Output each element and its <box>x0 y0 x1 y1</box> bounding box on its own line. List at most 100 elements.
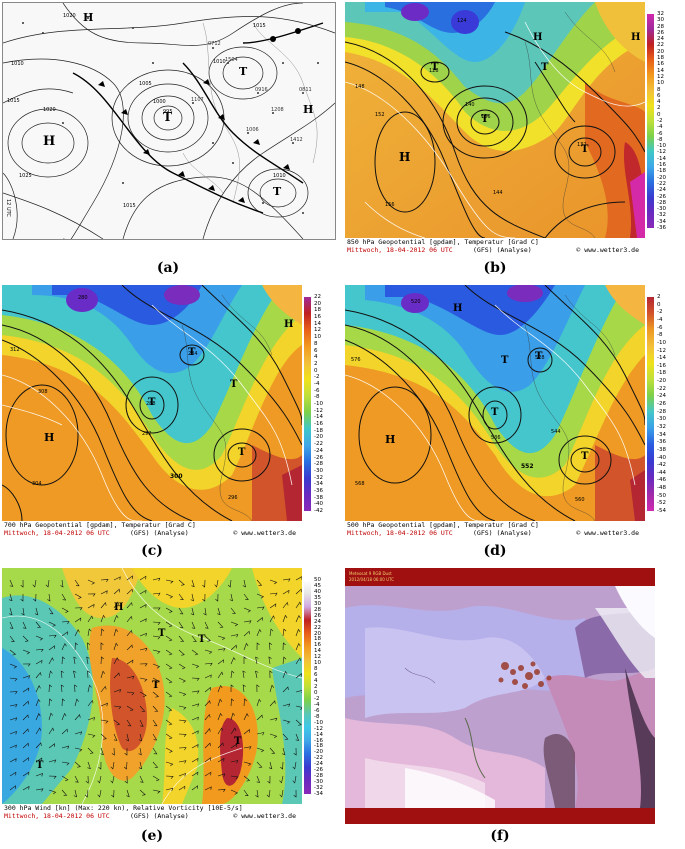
scale-tick-label: -24 <box>314 761 323 768</box>
wind-barb <box>152 719 158 727</box>
scale-tick-label: 12 <box>657 73 664 80</box>
scale-tick-label: 32 <box>657 11 664 17</box>
wind-barb <box>243 761 252 767</box>
station-label: 0916 <box>255 87 268 93</box>
color-bar <box>647 14 654 228</box>
wind-barb <box>100 590 108 595</box>
wind-barb <box>204 700 211 707</box>
wind-barb <box>35 712 41 721</box>
wind-barb <box>74 698 79 707</box>
scale-tick-label: -28 <box>314 461 323 468</box>
wind-barb <box>113 614 119 623</box>
scale-tick-label: 10 <box>314 334 321 341</box>
contour-label: 132 <box>577 142 587 148</box>
wind-barb <box>204 713 211 721</box>
scale-tick-label: -12 <box>314 407 323 414</box>
wind-barb <box>34 607 39 616</box>
wind-barb <box>178 635 185 642</box>
scale-tick-label: -10 <box>657 143 666 150</box>
wind-barb <box>204 728 211 735</box>
contour-label: 308 <box>38 389 48 395</box>
wind-barb <box>243 729 250 735</box>
temperature-color-scale: 22 20 18 16 14 12 10 8 6 4 2 0 -2 -4 -6 -8 -10 -12 -14 -16-… <box>304 294 334 514</box>
wind-barb <box>74 607 83 611</box>
wind-barb <box>87 670 91 679</box>
wind-barb <box>61 642 67 651</box>
wind-barb <box>60 684 64 693</box>
scale-tick-label: -30 <box>657 416 666 423</box>
wind-barb <box>152 635 161 640</box>
scale-tick-label: -8 <box>314 394 320 401</box>
wind-barb <box>152 733 158 741</box>
wind-barb <box>138 747 142 756</box>
low-pressure-symbol: T <box>234 736 242 747</box>
scale-tick-label: 16 <box>314 642 321 649</box>
wind-barb <box>48 657 54 665</box>
wind-barb <box>87 684 92 693</box>
wind-barb <box>22 700 29 707</box>
wind-barb <box>60 670 64 679</box>
wind-barb <box>22 621 27 629</box>
wind-barb <box>100 642 104 650</box>
wind-barb <box>61 698 65 707</box>
contour-label: 304 <box>32 481 42 487</box>
high-pressure-symbol: H <box>114 602 124 613</box>
wind-barb <box>74 617 82 623</box>
wind-barb <box>113 628 119 637</box>
caption-e: (e) <box>140 828 164 844</box>
scale-tick-label: 18 <box>314 307 321 314</box>
satellite-image: Meteosat 9 RGB Dust 2012/04/18 06:00 UTC <box>345 568 655 824</box>
scale-tick-label: -26 <box>657 401 666 407</box>
wind-barb <box>217 607 221 616</box>
wind-barb <box>165 747 173 753</box>
wind-barb <box>178 621 184 629</box>
wind-barb <box>202 579 206 588</box>
scale-tick-label: -32 <box>657 423 666 430</box>
wind-barb <box>74 714 81 721</box>
wind-barb <box>191 744 199 749</box>
scale-tick-label: -12 <box>657 347 666 354</box>
wind-barb <box>243 656 247 664</box>
scale-tick-label: -30 <box>657 206 666 213</box>
wind-barb <box>256 747 265 753</box>
low-pressure-symbol: T <box>501 355 509 366</box>
scale-tick-label: -10 <box>314 719 323 726</box>
wind-barb <box>61 621 70 625</box>
wind-barb <box>243 789 249 796</box>
map-300hpa-wind: H T T T T T <box>2 568 302 804</box>
wind-barb <box>61 607 69 613</box>
scale-tick-label: -10 <box>657 339 666 346</box>
scale-tick-label: -34 <box>657 218 666 225</box>
scale-tick-label: -32 <box>314 474 323 481</box>
caption-d: (d) <box>483 543 507 559</box>
wind-barb <box>22 687 30 693</box>
wind-barb <box>111 789 115 798</box>
wind-barb <box>152 577 161 582</box>
wind-barb <box>152 607 161 611</box>
wind-barb <box>139 632 147 637</box>
map-title: 700 hPa Geopotential [gpdam], Temperatur… <box>4 521 196 529</box>
wind-barb <box>165 593 174 599</box>
wind-barb <box>230 607 236 614</box>
scale-tick-label: 10 <box>657 80 664 87</box>
wind-barb <box>98 761 102 770</box>
scale-tick-label: -34 <box>657 431 666 438</box>
wind-barb <box>152 691 160 698</box>
wind-barb <box>230 743 238 749</box>
model-label: (GFS) (Analyse) <box>130 812 189 820</box>
wind-barb <box>295 690 302 694</box>
scale-tick-label: 22 <box>657 42 664 49</box>
wind-barb <box>256 698 262 707</box>
wind-barb <box>178 747 187 751</box>
wind-barb <box>243 630 250 637</box>
scale-tick-label: 28 <box>314 606 321 613</box>
isobar-label: 1000 <box>153 99 166 105</box>
scale-tick-label: -38 <box>657 446 666 453</box>
wind-barb <box>35 742 42 749</box>
wind-barb <box>139 589 147 595</box>
wind-barb <box>113 719 121 726</box>
panel-e: H T T T T T 50 45 40 35 30 28 26 24 22 20 18 16 14 12… <box>2 568 334 848</box>
wind-barb <box>45 579 50 588</box>
wind-barb <box>178 607 184 615</box>
scale-tick-label: -32 <box>314 785 323 792</box>
